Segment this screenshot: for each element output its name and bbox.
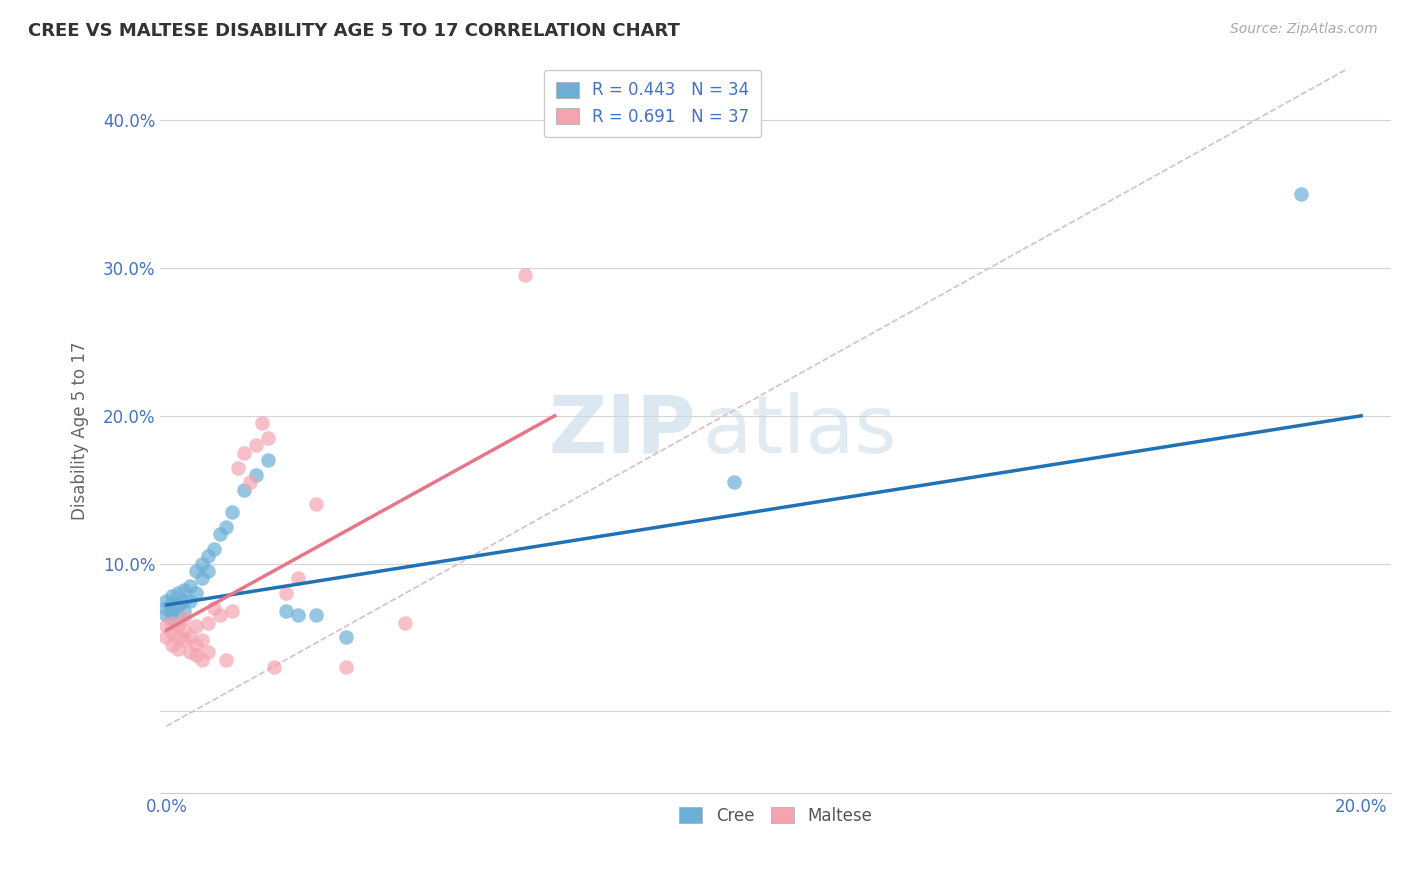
Point <box>1291 187 1313 202</box>
Point <box>305 498 328 512</box>
Point <box>209 608 232 623</box>
Point <box>162 589 184 603</box>
Point <box>162 597 184 611</box>
Point <box>155 593 177 607</box>
Point <box>167 608 190 623</box>
Point <box>274 586 297 600</box>
Point <box>167 598 190 612</box>
Y-axis label: Disability Age 5 to 17: Disability Age 5 to 17 <box>72 342 89 520</box>
Point <box>257 453 280 467</box>
Point <box>191 557 214 571</box>
Point <box>221 604 243 618</box>
Point <box>186 564 208 578</box>
Point <box>186 638 208 652</box>
Point <box>250 416 273 430</box>
Point <box>173 583 195 598</box>
Point <box>186 586 208 600</box>
Point <box>335 631 357 645</box>
Point <box>173 611 195 625</box>
Point <box>173 633 195 648</box>
Point <box>162 626 184 640</box>
Legend: Cree, Maltese: Cree, Maltese <box>669 797 883 835</box>
Point <box>202 601 225 615</box>
Point <box>274 604 297 618</box>
Point <box>186 618 208 632</box>
Point <box>155 631 177 645</box>
Point <box>191 633 214 648</box>
Point <box>245 467 267 482</box>
Point <box>197 564 219 578</box>
Point <box>179 631 201 645</box>
Point <box>197 645 219 659</box>
Point <box>167 586 190 600</box>
Point <box>162 615 184 630</box>
Point <box>179 579 201 593</box>
Point <box>173 593 195 607</box>
Text: atlas: atlas <box>702 392 896 469</box>
Point <box>233 483 256 497</box>
Point <box>179 645 201 659</box>
Point <box>173 604 195 618</box>
Point <box>263 660 285 674</box>
Point <box>167 631 190 645</box>
Point <box>226 460 249 475</box>
Point <box>186 648 208 663</box>
Text: Source: ZipAtlas.com: Source: ZipAtlas.com <box>1230 22 1378 37</box>
Point <box>162 638 184 652</box>
Point <box>215 653 238 667</box>
Point <box>221 505 243 519</box>
Point <box>167 642 190 657</box>
Point <box>723 475 745 490</box>
Point <box>513 268 536 283</box>
Point <box>287 608 309 623</box>
Point <box>197 615 219 630</box>
Point <box>179 593 201 607</box>
Point <box>394 615 416 630</box>
Point <box>155 608 177 623</box>
Point <box>202 541 225 556</box>
Point <box>167 618 190 632</box>
Text: CREE VS MALTESE DISABILITY AGE 5 TO 17 CORRELATION CHART: CREE VS MALTESE DISABILITY AGE 5 TO 17 C… <box>28 22 681 40</box>
Point <box>191 653 214 667</box>
Point <box>191 571 214 585</box>
Point <box>197 549 219 564</box>
Point <box>305 608 328 623</box>
Point <box>162 604 184 618</box>
Point <box>287 571 309 585</box>
Point <box>173 623 195 637</box>
Text: ZIP: ZIP <box>548 392 696 469</box>
Point <box>155 601 177 615</box>
Point <box>215 519 238 533</box>
Point <box>335 660 357 674</box>
Point <box>257 431 280 445</box>
Point <box>155 618 177 632</box>
Point <box>209 527 232 541</box>
Point <box>245 438 267 452</box>
Point <box>162 611 184 625</box>
Point <box>239 475 262 490</box>
Point <box>233 446 256 460</box>
